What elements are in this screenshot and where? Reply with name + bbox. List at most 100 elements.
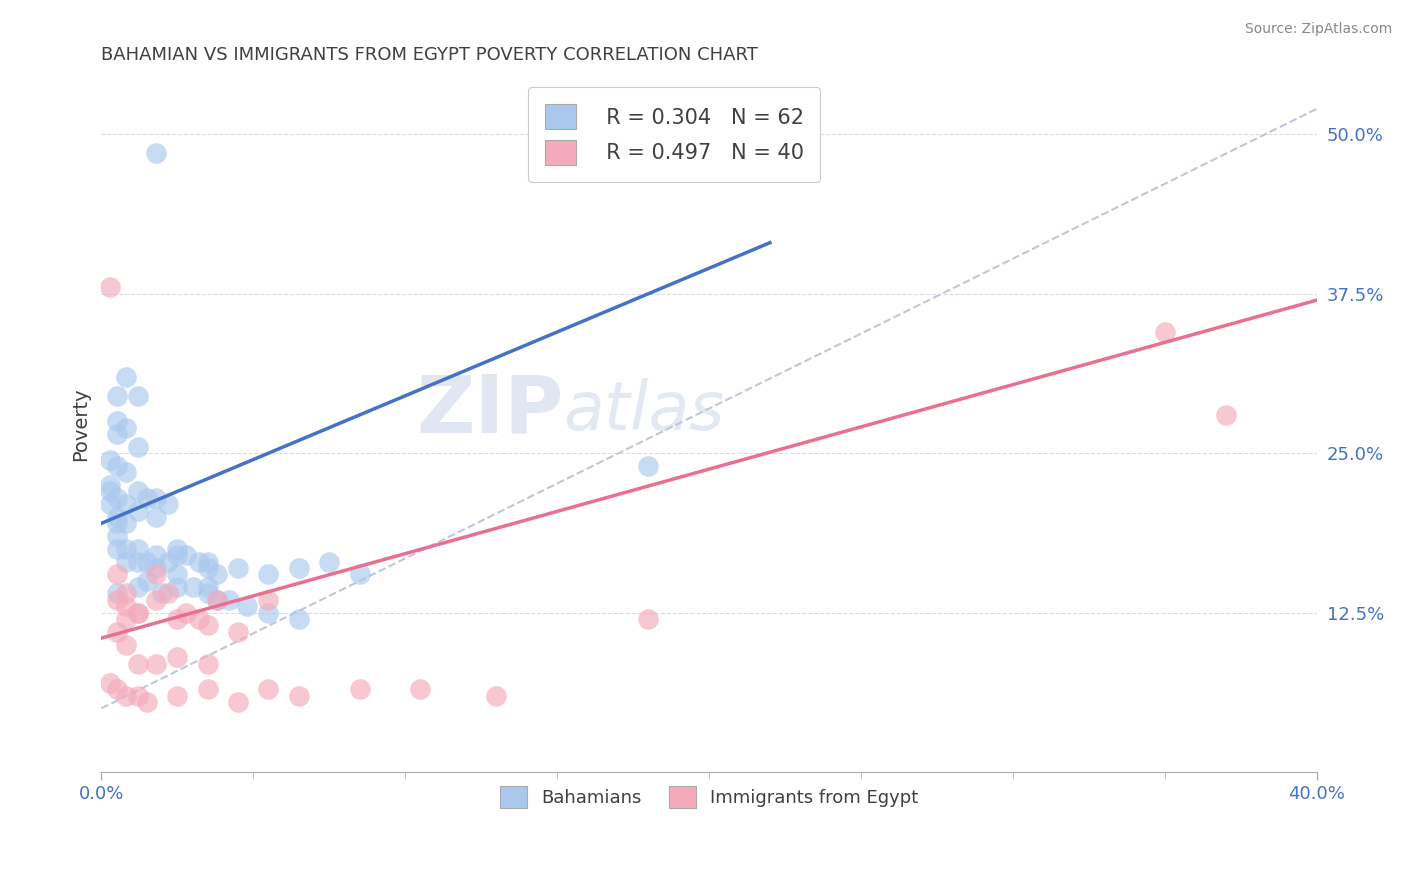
- Point: [114, 541, 136, 556]
- Point: [205, 593, 228, 607]
- Point: [205, 593, 228, 607]
- Point: [127, 580, 149, 594]
- Point: [114, 497, 136, 511]
- Point: [100, 497, 122, 511]
- Point: [205, 567, 228, 582]
- Point: [637, 458, 659, 473]
- Point: [105, 586, 128, 600]
- Point: [1215, 408, 1237, 422]
- Point: [166, 580, 188, 594]
- Point: [114, 420, 136, 434]
- Point: [218, 593, 240, 607]
- Point: [114, 612, 136, 626]
- Point: [114, 586, 136, 600]
- Point: [288, 561, 311, 575]
- Point: [127, 555, 149, 569]
- Point: [114, 555, 136, 569]
- Point: [318, 555, 340, 569]
- Point: [157, 555, 180, 569]
- Point: [127, 503, 149, 517]
- Point: [145, 510, 167, 524]
- Point: [105, 682, 128, 697]
- Point: [127, 389, 149, 403]
- Point: [136, 574, 159, 588]
- Point: [236, 599, 259, 614]
- Point: [197, 657, 219, 671]
- Point: [485, 689, 508, 703]
- Point: [145, 593, 167, 607]
- Point: [166, 650, 188, 665]
- Point: [105, 593, 128, 607]
- Point: [197, 586, 219, 600]
- Point: [226, 561, 249, 575]
- Point: [127, 440, 149, 454]
- Point: [127, 541, 149, 556]
- Point: [409, 682, 432, 697]
- Point: [100, 452, 122, 467]
- Point: [127, 689, 149, 703]
- Point: [127, 484, 149, 499]
- Point: [257, 593, 280, 607]
- Point: [226, 624, 249, 639]
- Point: [105, 567, 128, 582]
- Point: [105, 491, 128, 505]
- Point: [157, 586, 180, 600]
- Point: [145, 657, 167, 671]
- Point: [145, 146, 167, 161]
- Point: [197, 682, 219, 697]
- Point: [127, 606, 149, 620]
- Point: [349, 567, 371, 582]
- Point: [114, 599, 136, 614]
- Point: [166, 541, 188, 556]
- Point: [105, 510, 128, 524]
- Point: [136, 695, 159, 709]
- Point: [136, 491, 159, 505]
- Point: [288, 612, 311, 626]
- Point: [197, 618, 219, 632]
- Point: [127, 606, 149, 620]
- Point: [105, 389, 128, 403]
- Point: [145, 561, 167, 575]
- Point: [105, 624, 128, 639]
- Text: ZIP: ZIP: [416, 372, 564, 450]
- Point: [105, 516, 128, 531]
- Point: [166, 689, 188, 703]
- Point: [157, 497, 180, 511]
- Point: [257, 567, 280, 582]
- Point: [197, 555, 219, 569]
- Point: [145, 491, 167, 505]
- Point: [145, 548, 167, 562]
- Point: [288, 689, 311, 703]
- Point: [114, 638, 136, 652]
- Point: [257, 606, 280, 620]
- Point: [166, 548, 188, 562]
- Point: [637, 612, 659, 626]
- Y-axis label: Poverty: Poverty: [72, 388, 90, 461]
- Point: [166, 567, 188, 582]
- Point: [187, 555, 209, 569]
- Point: [114, 466, 136, 480]
- Point: [100, 280, 122, 294]
- Point: [197, 561, 219, 575]
- Point: [136, 555, 159, 569]
- Point: [181, 580, 204, 594]
- Point: [105, 427, 128, 442]
- Point: [176, 606, 198, 620]
- Point: [114, 516, 136, 531]
- Point: [114, 689, 136, 703]
- Point: [105, 541, 128, 556]
- Point: [127, 657, 149, 671]
- Text: atlas: atlas: [564, 377, 724, 443]
- Point: [145, 567, 167, 582]
- Point: [100, 675, 122, 690]
- Point: [105, 529, 128, 543]
- Point: [176, 548, 198, 562]
- Point: [105, 458, 128, 473]
- Point: [166, 612, 188, 626]
- Point: [100, 484, 122, 499]
- Point: [226, 695, 249, 709]
- Point: [197, 580, 219, 594]
- Legend: Bahamians, Immigrants from Egypt: Bahamians, Immigrants from Egypt: [492, 779, 925, 815]
- Point: [257, 682, 280, 697]
- Point: [150, 586, 173, 600]
